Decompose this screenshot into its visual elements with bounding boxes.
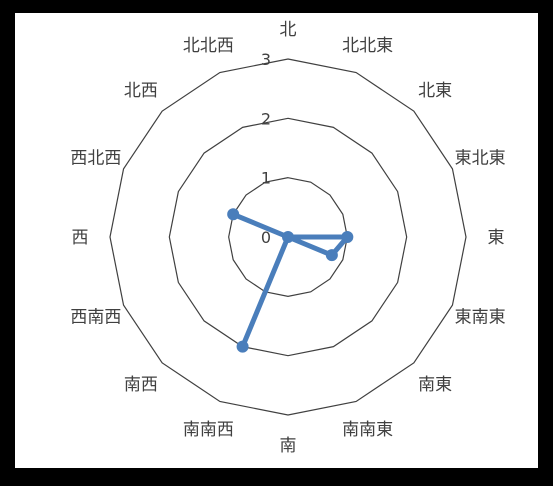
category-label: 西 (72, 228, 89, 248)
category-label: 南西 (124, 375, 158, 395)
tick-label: 1 (261, 169, 271, 188)
tick-label: 0 (261, 228, 271, 247)
category-label: 北 (280, 20, 297, 40)
category-label: 東南東 (455, 308, 506, 328)
category-label: 北東 (418, 81, 452, 101)
data-point (236, 340, 249, 353)
grid-ring-1 (228, 177, 348, 297)
chart-frame: 0 1 2 3 北北北東北東東北東東東南東南東南南東南 南南西 南西 西南西 西 西北西 北西 北北西 (13, 11, 540, 470)
data-point (282, 231, 294, 243)
category-label: 東北東 (455, 148, 506, 168)
category-label: 東 (488, 228, 505, 248)
category-label: 北西 (124, 81, 158, 101)
category-label: 南東 (418, 375, 452, 395)
category-label: 西南西 (70, 308, 121, 328)
tick-label: 2 (261, 109, 271, 128)
category-label: 南 (280, 436, 297, 456)
category-label: 西北西 (70, 148, 121, 168)
data-point (325, 249, 338, 262)
tick-label: 3 (261, 50, 271, 69)
category-label: 南南西 (183, 420, 234, 440)
category-label: 北北西 (183, 36, 234, 56)
data-point (227, 208, 240, 221)
grid-ring-3 (109, 58, 467, 416)
series-line (230, 211, 350, 350)
category-label: 南南東 (342, 420, 393, 440)
grid-ring-2 (168, 117, 408, 357)
category-label: 北北東 (342, 36, 393, 56)
data-point (341, 231, 354, 243)
